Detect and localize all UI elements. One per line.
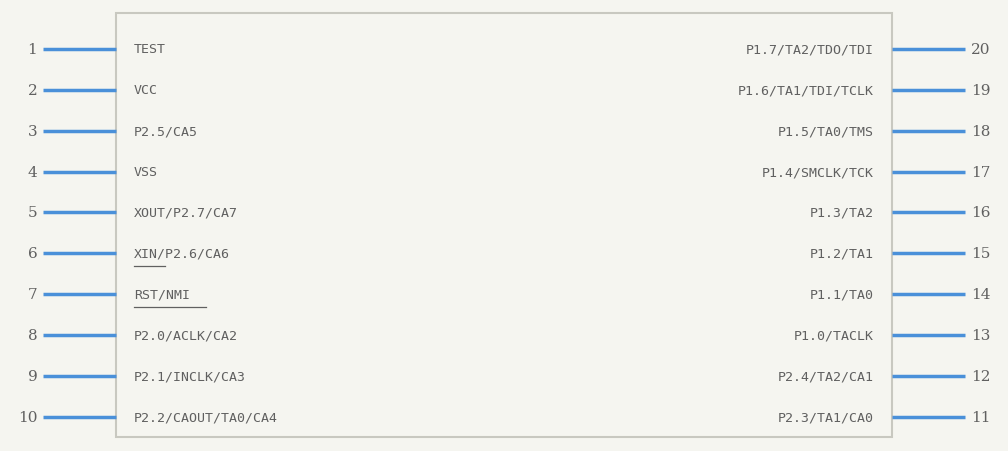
Text: P1.6/TA1/TDI/TCLK: P1.6/TA1/TDI/TCLK	[738, 84, 874, 97]
Text: P2.3/TA1/CA0: P2.3/TA1/CA0	[778, 410, 874, 423]
Text: 2: 2	[27, 83, 37, 97]
Text: P2.4/TA2/CA1: P2.4/TA2/CA1	[778, 370, 874, 383]
Text: 14: 14	[971, 288, 990, 302]
Text: P1.1/TA0: P1.1/TA0	[810, 288, 874, 301]
Text: 13: 13	[971, 328, 990, 342]
Text: 10: 10	[18, 410, 37, 424]
Text: VCC: VCC	[134, 84, 158, 97]
Text: 19: 19	[971, 83, 990, 97]
Text: 16: 16	[971, 206, 990, 220]
Text: 7: 7	[27, 288, 37, 302]
Text: P1.7/TA2/TDO/TDI: P1.7/TA2/TDO/TDI	[746, 43, 874, 56]
Text: 8: 8	[27, 328, 37, 342]
Text: 9: 9	[27, 369, 37, 383]
Text: P1.0/TACLK: P1.0/TACLK	[794, 329, 874, 342]
Text: 11: 11	[971, 410, 990, 424]
Text: 4: 4	[27, 165, 37, 179]
Text: XIN/P2.6/CA6: XIN/P2.6/CA6	[134, 247, 230, 260]
Text: 17: 17	[971, 165, 990, 179]
Bar	[116, 14, 892, 437]
Text: P2.1/INCLK/CA3: P2.1/INCLK/CA3	[134, 370, 246, 383]
Text: P1.5/TA0/TMS: P1.5/TA0/TMS	[778, 125, 874, 138]
Text: 20: 20	[971, 43, 990, 57]
Text: 6: 6	[27, 247, 37, 261]
Text: P2.2/CAOUT/TA0/CA4: P2.2/CAOUT/TA0/CA4	[134, 410, 278, 423]
Text: P1.2/TA1: P1.2/TA1	[810, 247, 874, 260]
Text: VSS: VSS	[134, 166, 158, 179]
Text: 15: 15	[971, 247, 990, 261]
Text: P2.5/CA5: P2.5/CA5	[134, 125, 198, 138]
Text: 1: 1	[27, 43, 37, 57]
Text: P2.0/ACLK/CA2: P2.0/ACLK/CA2	[134, 329, 238, 342]
Text: 5: 5	[27, 206, 37, 220]
Text: RST/NMI: RST/NMI	[134, 288, 191, 301]
Text: 12: 12	[971, 369, 990, 383]
Text: 3: 3	[27, 124, 37, 138]
Text: 18: 18	[971, 124, 990, 138]
Text: XOUT/P2.7/CA7: XOUT/P2.7/CA7	[134, 207, 238, 220]
Text: TEST: TEST	[134, 43, 166, 56]
Text: P1.3/TA2: P1.3/TA2	[810, 207, 874, 220]
Text: P1.4/SMCLK/TCK: P1.4/SMCLK/TCK	[762, 166, 874, 179]
